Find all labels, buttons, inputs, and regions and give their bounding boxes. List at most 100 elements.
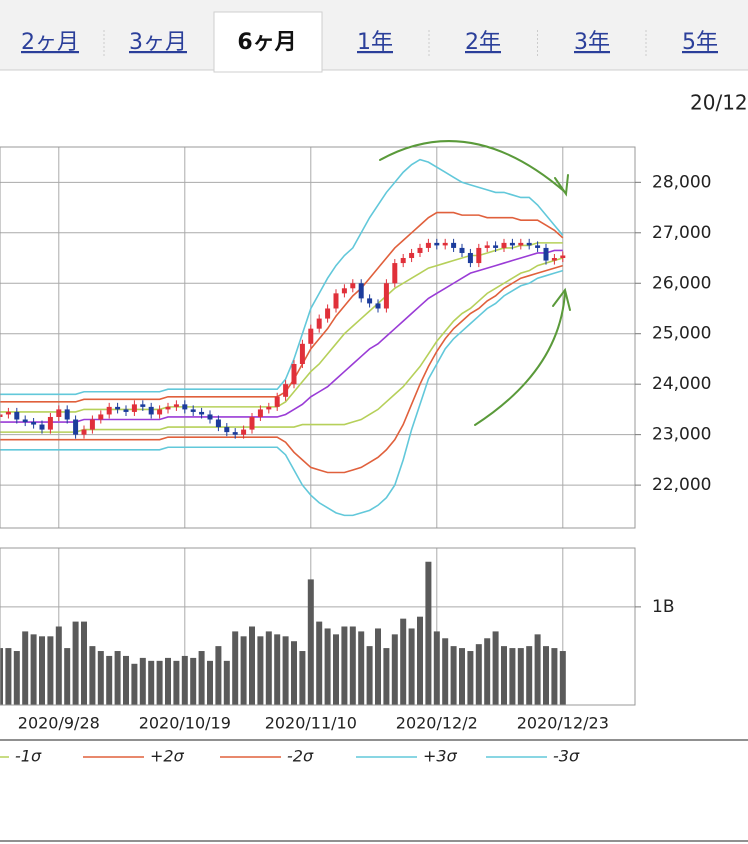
candle-body: [417, 247, 423, 253]
candle-body: [476, 247, 482, 264]
candle-body: [543, 247, 549, 261]
arrow-up: [474, 291, 566, 426]
candle-body: [31, 422, 37, 425]
volume-bar: [274, 634, 281, 705]
tab-selected: [213, 11, 323, 73]
date-label: 20/12: [690, 91, 748, 115]
candle-body: [316, 318, 322, 329]
candle-body: [535, 245, 541, 248]
volume-bar: [316, 621, 323, 705]
candle-body: [173, 404, 179, 407]
candle-body: [115, 406, 121, 410]
volume-bar: [333, 634, 339, 705]
volume-bar: [282, 636, 289, 705]
candle-body: [257, 409, 263, 417]
candle-body: [308, 328, 314, 344]
volume-bar: [165, 657, 171, 705]
candle-body: [98, 414, 104, 420]
volume-bar: [324, 628, 331, 705]
tab[interactable]: 1年: [357, 30, 393, 55]
tab[interactable]: 3年: [574, 30, 610, 55]
y-tick-label: 22,000: [652, 475, 711, 495]
y-tick-label: 28,000: [652, 172, 711, 192]
x-tick-label: 2020/11/10: [265, 714, 357, 733]
tab[interactable]: 5年: [682, 30, 718, 55]
volume-bar: [526, 646, 533, 705]
candle-body: [451, 242, 457, 248]
volume-bar: [341, 626, 348, 705]
candle-body: [5, 411, 11, 415]
volume-bar: [198, 651, 205, 705]
volume-tick-label: 1B: [652, 597, 674, 617]
volume-bar: [551, 648, 558, 705]
candle-body: [501, 242, 507, 248]
y-tick-label: 27,000: [652, 223, 711, 243]
volume-bar: [5, 648, 12, 705]
band-line: [0, 242, 563, 413]
volume-bar: [123, 655, 129, 705]
volume-bar: [559, 651, 566, 705]
candle-body: [484, 245, 490, 248]
volume-bar: [509, 648, 516, 705]
volume-bar: [139, 657, 146, 705]
candle-body: [47, 416, 53, 430]
volume-bar: [114, 651, 121, 705]
candle-body: [526, 242, 532, 246]
volume-bar: [257, 636, 264, 705]
tab[interactable]: 2ヶ月: [21, 30, 79, 55]
candle-body: [224, 427, 230, 433]
volume-bar: [291, 641, 297, 705]
volume-bar: [106, 655, 113, 705]
volume-bar: [307, 579, 314, 705]
candle-body: [358, 283, 364, 299]
candle-body: [73, 419, 79, 435]
volume-bar: [173, 660, 180, 705]
volume-bar: [131, 663, 138, 705]
candle-body: [22, 419, 28, 423]
volume-bar: [223, 660, 230, 705]
candle-body: [39, 424, 45, 430]
tab[interactable]: 2年: [465, 30, 501, 55]
tab[interactable]: 3ヶ月: [129, 30, 187, 55]
candle-body: [459, 247, 465, 253]
tab[interactable]: 6ヶ月: [237, 30, 296, 55]
candle-body: [0, 414, 3, 417]
candle-body: [467, 252, 473, 264]
band-line: [0, 257, 564, 433]
candle-body: [375, 303, 381, 309]
candle-body: [333, 293, 339, 309]
volume-bar: [450, 646, 457, 705]
candle-body: [215, 419, 221, 428]
y-tick-label: 26,000: [652, 273, 711, 293]
arrowhead: [552, 287, 571, 311]
candle-body: [493, 245, 499, 248]
volume-bar: [215, 646, 222, 705]
candle-body: [123, 409, 129, 412]
volume-bar: [467, 651, 474, 705]
candle-body: [383, 283, 389, 309]
arrowhead: [554, 174, 569, 197]
y-tick-label: 23,000: [652, 425, 711, 445]
volume-bar: [417, 616, 423, 705]
candle-body: [148, 406, 154, 415]
band-line: [0, 158, 564, 396]
candle-body: [182, 404, 188, 410]
volume-bar: [534, 634, 541, 705]
candle-body: [299, 343, 305, 364]
volume-bar: [13, 651, 20, 705]
candle-body: [81, 429, 87, 435]
volume-bar: [442, 638, 449, 705]
y-tick-label: 25,000: [652, 324, 711, 344]
x-tick-label: 2020/9/28: [18, 714, 100, 733]
volume-bar: [47, 636, 54, 705]
legend-label: -3σ: [553, 747, 580, 766]
candle-body: [551, 258, 557, 261]
volume-bar: [299, 651, 306, 705]
volume-bar: [383, 648, 390, 705]
volume-bar: [39, 636, 45, 705]
volume-bar: [349, 626, 356, 705]
x-tick-label: 2020/10/19: [139, 714, 231, 733]
volume-bar: [190, 657, 197, 705]
candle-body: [190, 409, 196, 412]
